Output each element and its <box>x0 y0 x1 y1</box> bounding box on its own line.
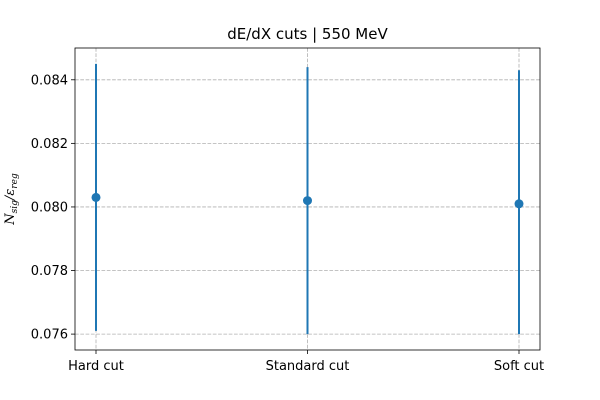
axis-ticks: Hard cut Standard cut Soft cut 0.076 0.078 0.… <box>31 73 544 374</box>
y-tick-label: 0.078 <box>31 264 68 279</box>
y-label-main-sub: sig <box>10 200 20 213</box>
data-point <box>514 199 524 209</box>
y-label-slash: / <box>3 194 18 202</box>
y-axis-label: Nsig/εreg <box>3 173 20 226</box>
y-label-main: N <box>3 213 18 226</box>
data-series <box>91 63 524 335</box>
y-tick-label: 0.076 <box>31 328 68 343</box>
y-tick-label: 0.084 <box>31 73 68 88</box>
x-tick-label: Soft cut <box>494 359 544 374</box>
chart-title: dE/dX cuts | 550 MeV <box>227 25 388 43</box>
data-point <box>303 196 312 206</box>
x-tick-label: Hard cut <box>68 359 124 374</box>
data-point <box>91 192 101 202</box>
x-tick-label: Standard cut <box>266 359 350 374</box>
y-label-den: ε <box>3 189 18 196</box>
y-tick-label: 0.080 <box>31 200 68 215</box>
y-tick-label: 0.082 <box>31 137 68 152</box>
y-label-den-sub: reg <box>10 173 20 189</box>
